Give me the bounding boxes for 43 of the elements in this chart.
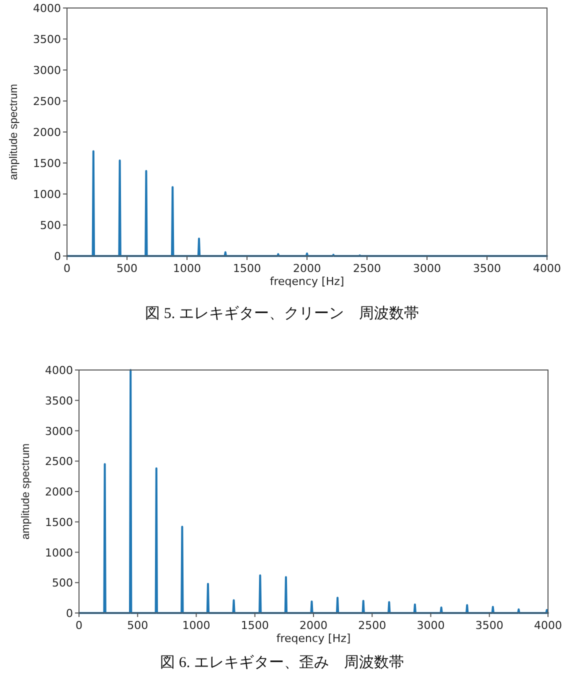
y-tick-label: 2000 [33, 126, 61, 139]
y-tick-label: 500 [52, 576, 73, 590]
x-tick-label: 2000 [300, 619, 328, 632]
x-tick-label: 4000 [534, 619, 562, 632]
line-series [78, 369, 549, 614]
line-series [66, 150, 548, 257]
x-axis-title: freqency [Hz] [270, 275, 344, 288]
y-tick-label: 4000 [45, 364, 73, 377]
y-tick-label: 2500 [45, 455, 73, 468]
y-tick-label: 1500 [33, 157, 61, 170]
x-tick-label: 1500 [233, 262, 261, 275]
y-tick-label: 4000 [33, 2, 61, 15]
x-tick-label: 0 [76, 619, 82, 632]
y-tick-label: 0 [54, 250, 61, 263]
x-axis-title: freqency [Hz] [276, 632, 351, 645]
y-tick-label: 3500 [33, 33, 61, 46]
x-tick-label: 1500 [240, 619, 269, 632]
x-tick-label: 500 [127, 619, 148, 632]
x-tick-label: 2500 [353, 262, 381, 275]
y-tick-label: 500 [40, 219, 61, 232]
y-tick-label: 1500 [45, 516, 73, 529]
x-tick-label: 3500 [475, 619, 504, 632]
y-tick-label: 2000 [45, 486, 73, 498]
x-tick-label: 4000 [533, 262, 561, 275]
y-tick-label: 3000 [45, 424, 73, 438]
y-tick-label: 2500 [33, 95, 61, 108]
y-tick-label: 1000 [45, 546, 73, 560]
x-tick-label: 500 [116, 262, 138, 275]
y-axis-title: amplitude spectrum [20, 444, 32, 540]
y-tick-label: 3000 [33, 64, 61, 77]
x-tick-label: 3000 [416, 619, 445, 632]
y-tick-label: 3500 [45, 394, 73, 408]
caption: 図 6. エレキギター、歪み 周波数帯 [160, 654, 404, 671]
x-tick-label: 1000 [182, 619, 210, 632]
x-tick-label: 2500 [358, 619, 386, 632]
caption: 図 5. エレキギター、クリーン 周波数帯 [145, 305, 419, 322]
x-tick-label: 3500 [473, 262, 501, 275]
x-tick-label: 2000 [293, 262, 321, 275]
x-tick-label: 3000 [413, 262, 441, 275]
y-axis-title: amplitude spectrum [8, 84, 20, 180]
y-tick-label: 1000 [33, 188, 61, 201]
y-tick-label: 0 [66, 607, 73, 620]
x-tick-label: 1000 [173, 262, 201, 275]
